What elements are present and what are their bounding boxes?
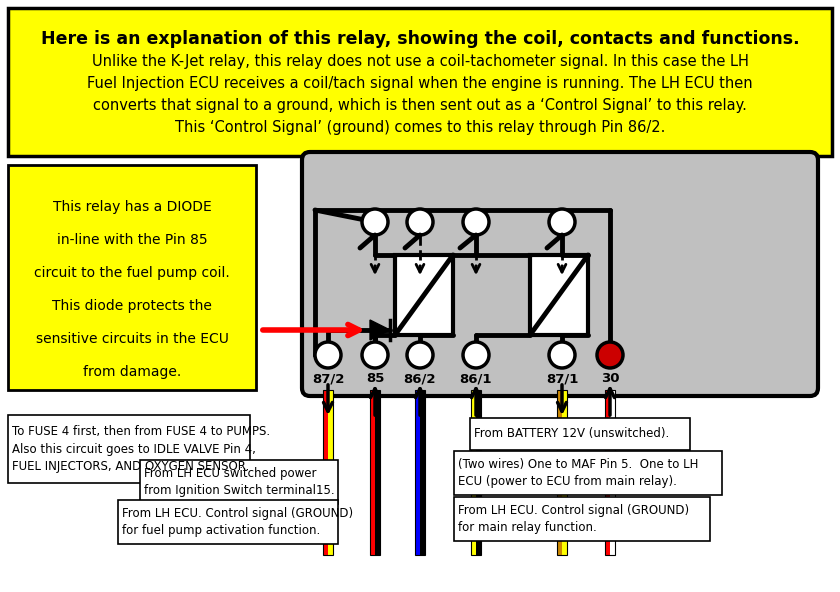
Circle shape [549,209,575,235]
Text: 85: 85 [365,372,384,385]
Bar [454,451,722,495]
Text: from damage.: from damage. [83,365,181,379]
Text: converts that signal to a ground, which is then sent out as a ‘Control Signal’ t: converts that signal to a ground, which … [93,98,747,113]
Text: 30: 30 [601,372,619,385]
Text: From LH ECU switched power
from Ignition Switch terminal15.: From LH ECU switched power from Ignition… [144,466,334,497]
Bar [140,460,338,504]
Bar [415,390,425,555]
Bar [415,390,420,555]
Bar [323,390,328,555]
Polygon shape [370,320,390,340]
Circle shape [407,209,433,235]
Text: 87/2: 87/2 [312,372,344,385]
Circle shape [597,342,623,368]
Text: This relay has a DIODE: This relay has a DIODE [53,200,212,214]
Bar [323,390,333,555]
Bar [471,390,481,555]
Bar [370,390,375,555]
Bar [8,165,256,390]
Bar [562,390,567,555]
Bar [395,255,453,335]
Circle shape [315,342,341,368]
Bar [370,390,380,555]
Circle shape [463,342,489,368]
Bar [328,390,333,555]
Bar [470,418,690,450]
Bar [530,255,588,335]
Bar [557,390,567,555]
Bar [454,497,710,541]
Text: Fuel Injection ECU receives a coil/tach signal when the engine is running. The L: Fuel Injection ECU receives a coil/tach … [87,76,753,91]
Bar [610,390,615,555]
Bar [605,390,615,555]
Bar [118,500,338,544]
Text: sensitive circuits in the ECU: sensitive circuits in the ECU [35,332,228,346]
FancyBboxPatch shape [302,152,818,396]
Bar [8,415,250,483]
Bar [471,390,476,555]
Text: Unlike the K-Jet relay, this relay does not use a coil-tachometer signal. In thi: Unlike the K-Jet relay, this relay does … [92,54,748,69]
Text: 86/1: 86/1 [459,372,492,385]
Text: From LH ECU. Control signal (GROUND)
for main relay function.: From LH ECU. Control signal (GROUND) for… [458,504,689,534]
Text: To FUSE 4 first, then from FUSE 4 to PUMPS.
Also this circuit goes to IDLE VALVE: To FUSE 4 first, then from FUSE 4 to PUM… [12,425,270,473]
Text: 86/2: 86/2 [404,372,436,385]
Text: From BATTERY 12V (unswitched).: From BATTERY 12V (unswitched). [474,427,669,440]
Text: (Two wires) One to MAF Pin 5.  One to LH
ECU (power to ECU from main relay).: (Two wires) One to MAF Pin 5. One to LH … [458,458,698,488]
Text: 87/1: 87/1 [546,372,578,385]
Text: This ‘Control Signal’ (ground) comes to this relay through Pin 86/2.: This ‘Control Signal’ (ground) comes to … [175,120,665,135]
Bar [476,390,481,555]
Bar [605,390,610,555]
Text: Here is an explanation of this relay, showing the coil, contacts and functions.: Here is an explanation of this relay, sh… [40,30,800,48]
Bar [420,390,425,555]
Text: in-line with the Pin 85: in-line with the Pin 85 [56,233,207,247]
Bar [8,8,832,156]
Bar [375,390,380,555]
Circle shape [407,342,433,368]
Circle shape [463,209,489,235]
Circle shape [362,209,388,235]
Bar [557,390,562,555]
Text: circuit to the fuel pump coil.: circuit to the fuel pump coil. [34,266,230,280]
Text: From LH ECU. Control signal (GROUND)
for fuel pump activation function.: From LH ECU. Control signal (GROUND) for… [122,507,353,538]
Circle shape [362,342,388,368]
Circle shape [549,342,575,368]
Text: This diode protects the: This diode protects the [52,299,212,313]
